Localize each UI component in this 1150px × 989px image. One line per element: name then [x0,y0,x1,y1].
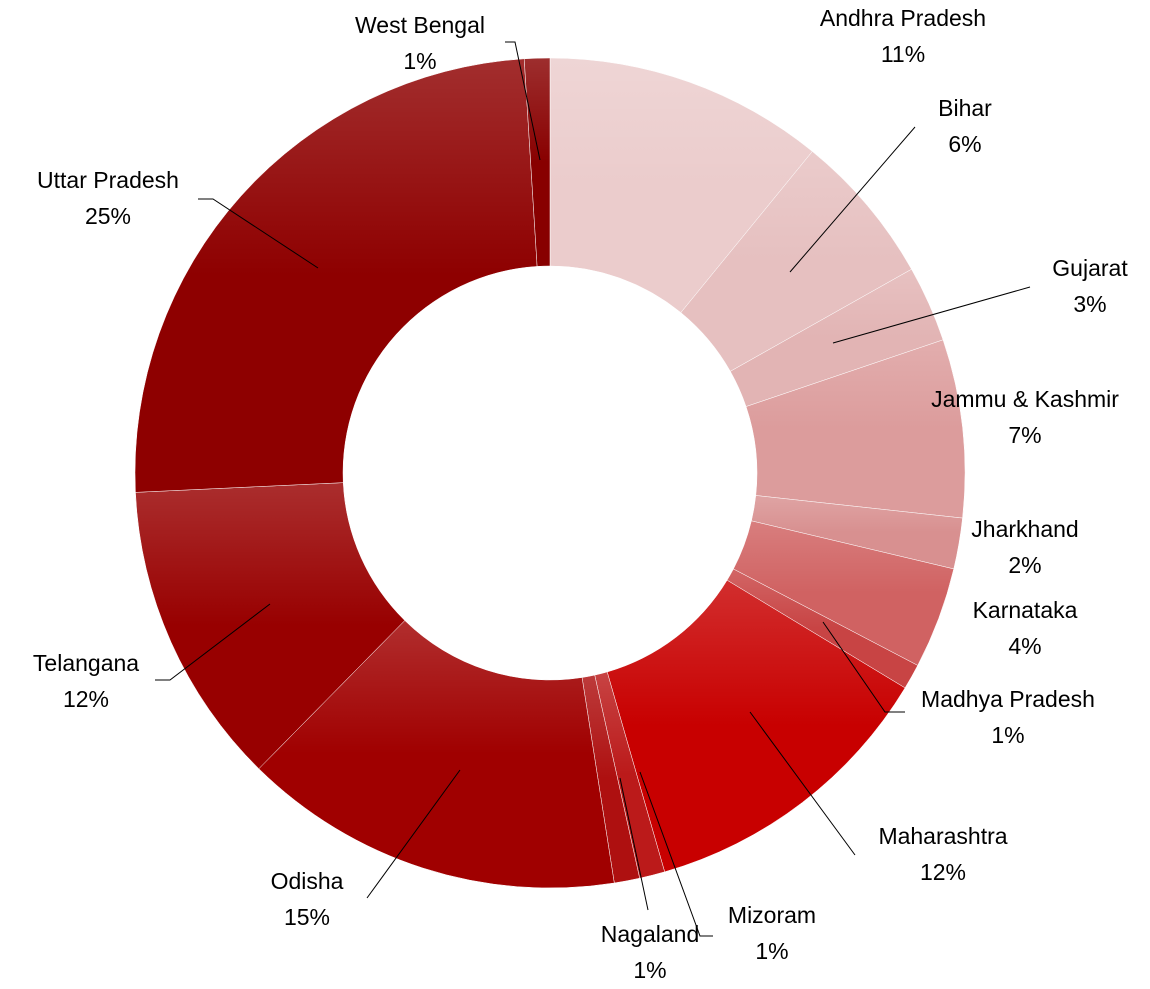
category-label: Bihar [938,95,992,121]
leader-line [366,769,461,899]
category-label: Nagaland [601,921,699,947]
category-label: Karnataka [973,597,1078,623]
category-label: West Bengal [355,12,485,38]
value-label: 12% [920,859,966,885]
category-label: Mizoram [728,902,816,928]
value-label: 7% [1008,422,1041,448]
labels: Andhra Pradesh 11% Bihar 6% Gujarat 3% Jammu &… [33,5,1128,983]
leader-line [619,777,649,911]
leader-line [789,126,916,273]
category-label: Maharashtra [878,823,1007,849]
value-label: 1% [403,48,436,74]
category-label: Uttar Pradesh [37,167,179,193]
value-label: 6% [948,131,981,157]
value-label: 1% [755,938,788,964]
value-label: 11% [881,41,925,67]
leader-line [832,286,1031,344]
value-label: 4% [1008,633,1041,659]
value-label: 15% [284,904,330,930]
category-label: Telangana [33,650,139,676]
value-label: 1% [991,722,1024,748]
value-label: 1% [633,957,666,983]
leader-line [749,711,856,856]
value-label: 3% [1073,291,1106,317]
category-label: Odisha [271,868,344,894]
slice [134,58,538,493]
leader-line [155,603,271,681]
category-label: Gujarat [1052,255,1128,281]
value-label: 25% [85,203,131,229]
category-label: Jharkhand [971,516,1078,542]
category-label: Jammu & Kashmir [931,386,1119,412]
category-label: Andhra Pradesh [820,5,986,31]
leader-line [505,41,541,161]
leader-line [639,771,713,937]
value-label: 2% [1008,552,1041,578]
leader-line [198,198,319,269]
value-label: 12% [63,686,109,712]
category-label: Madhya Pradesh [921,686,1095,712]
leader-line [822,621,905,713]
slices [134,57,966,889]
